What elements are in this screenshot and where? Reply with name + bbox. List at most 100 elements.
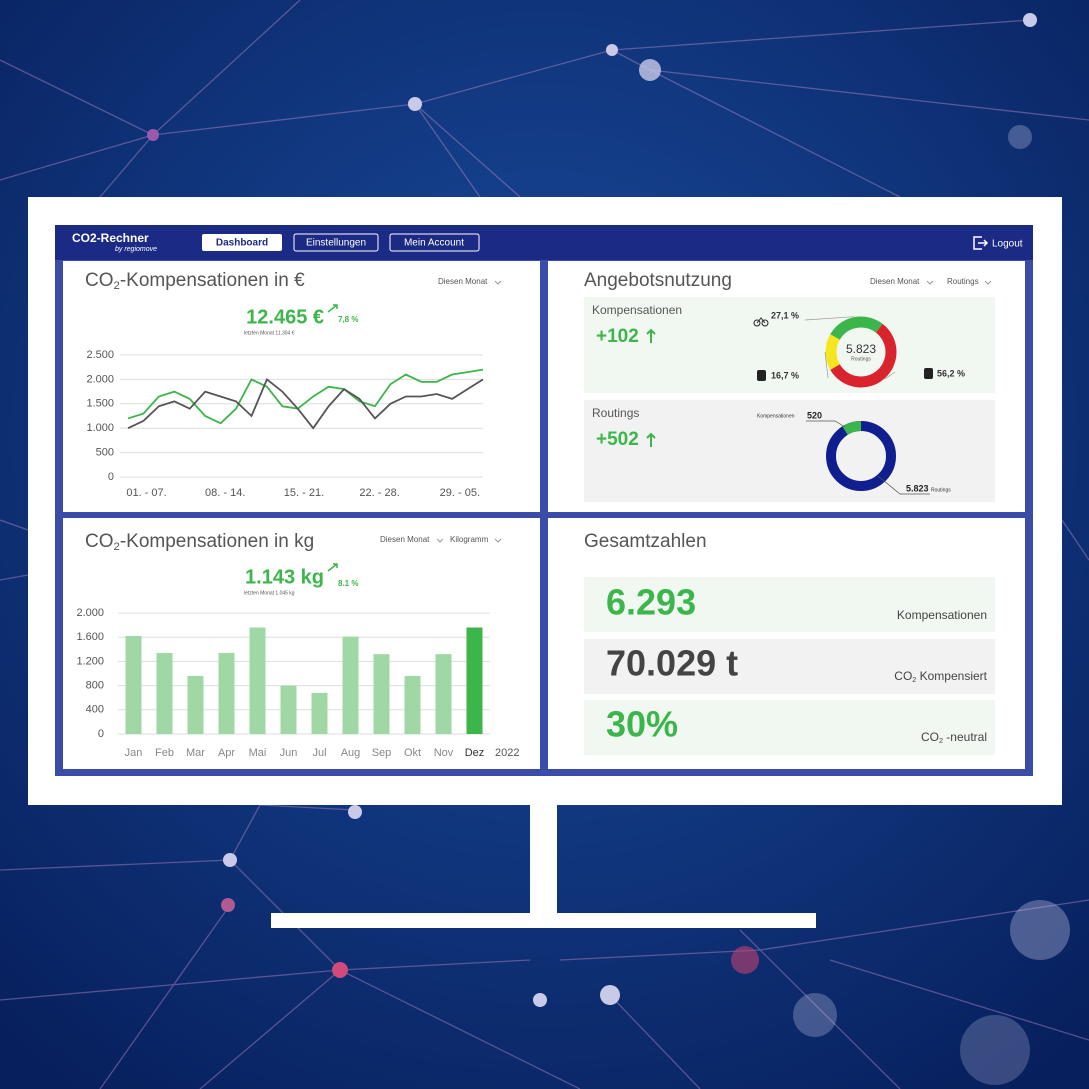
y-tick-label: 2.500 bbox=[86, 349, 114, 361]
nav-label[interactable]: Einstellungen bbox=[306, 238, 366, 249]
label: Routings bbox=[592, 406, 639, 420]
x-tick-label: 01. - 07. bbox=[126, 487, 166, 499]
x-tick-label: Dez bbox=[465, 747, 485, 759]
total-row bbox=[584, 700, 995, 755]
kpi-previous: letzten Monat 1.045 kg bbox=[244, 590, 295, 596]
y-tick-label: 0 bbox=[98, 728, 104, 740]
nav-button[interactable] bbox=[389, 233, 480, 252]
legend-label: Kompensationen bbox=[757, 413, 795, 419]
y-tick-label: 2.000 bbox=[76, 607, 104, 619]
line-series bbox=[127, 368, 484, 425]
donut-segment bbox=[830, 323, 897, 388]
panel-title-part: CO bbox=[85, 531, 114, 552]
dropdown: Diesen Monat bbox=[438, 277, 488, 286]
leader-line bbox=[884, 371, 896, 380]
y-tick-label: 800 bbox=[86, 680, 104, 692]
x-tick-label: Apr bbox=[218, 747, 235, 759]
bar bbox=[249, 627, 266, 734]
panel bbox=[63, 261, 540, 512]
y-tick-label: 1.000 bbox=[86, 422, 114, 434]
total-row bbox=[584, 577, 995, 632]
x-tick-label: Sep bbox=[372, 747, 392, 759]
total-label-part: Kompensiert bbox=[916, 669, 987, 683]
mode-icons bbox=[753, 317, 933, 381]
y-tick-label: 1.200 bbox=[76, 655, 104, 667]
total-label-part: -neutral bbox=[943, 730, 987, 744]
kpi-change: 8.1 % bbox=[338, 579, 358, 588]
total-value: 30% bbox=[606, 704, 678, 745]
panel-title: Angebotsnutzung bbox=[584, 270, 732, 291]
total-label: CO2 -neutral bbox=[921, 730, 987, 745]
kpi: 1.143 kg bbox=[245, 566, 324, 588]
line-series bbox=[127, 377, 484, 430]
x-tick-label: Mar bbox=[186, 747, 205, 759]
total-label-sub: 2 bbox=[912, 675, 916, 684]
panel-title-sub: 2 bbox=[114, 280, 120, 292]
bar bbox=[373, 654, 390, 734]
y-tick-label: 400 bbox=[86, 704, 104, 716]
bar bbox=[342, 636, 359, 734]
header-bar bbox=[55, 225, 1033, 260]
dropdown: Diesen Monat bbox=[380, 535, 430, 544]
legend-label: Routings bbox=[931, 487, 951, 493]
y-tick-label: 1.500 bbox=[86, 398, 114, 410]
label: CO2-Rechner bbox=[72, 231, 149, 245]
bar bbox=[156, 652, 173, 734]
bar bbox=[125, 635, 142, 734]
x-tick-label: 08. - 14. bbox=[205, 487, 245, 499]
total-row bbox=[584, 639, 995, 694]
value-label: 27,1 % bbox=[771, 310, 799, 320]
leader-line bbox=[806, 420, 846, 428]
value-label: 520 bbox=[807, 410, 822, 420]
kpi-change: 7,8 % bbox=[338, 315, 358, 324]
bar bbox=[218, 652, 235, 734]
label: Kompensationen bbox=[592, 303, 682, 317]
nav-button[interactable] bbox=[293, 233, 379, 252]
y-tick-label: 500 bbox=[96, 447, 114, 459]
x-tick-label: Jan bbox=[125, 747, 143, 759]
total-label-sub: 2 bbox=[939, 736, 943, 745]
panel-title-part: -Kompensationen in € bbox=[120, 270, 305, 291]
y-tick-label: 1.600 bbox=[76, 631, 104, 643]
x-tick-label: Aug bbox=[341, 747, 361, 759]
x-tick-label: Jun bbox=[280, 747, 298, 759]
bar bbox=[466, 627, 483, 734]
nav-label[interactable]: Dashboard bbox=[216, 238, 268, 249]
up-arrow bbox=[646, 328, 656, 447]
delta: +502 bbox=[596, 429, 639, 450]
y-tick-label: 2.000 bbox=[86, 373, 114, 385]
total-label-part: CO bbox=[894, 669, 912, 683]
x-tick-label: Feb bbox=[155, 747, 174, 759]
sub-panel bbox=[584, 400, 995, 502]
logout-icon[interactable] bbox=[973, 236, 989, 250]
panel-title-sub: 2 bbox=[114, 541, 120, 553]
x-tick-label: Nov bbox=[434, 747, 454, 759]
x-tick-label: Okt bbox=[404, 747, 421, 759]
donut-segment bbox=[842, 421, 862, 436]
donut-segment bbox=[830, 316, 883, 341]
donut-segment bbox=[825, 334, 840, 370]
panel-title: Gesamtzahlen bbox=[584, 531, 707, 552]
x-tick-label: 15. - 21. bbox=[284, 487, 324, 499]
panel-title-part: CO bbox=[85, 270, 114, 291]
delta: +102 bbox=[596, 326, 639, 347]
bar bbox=[435, 654, 452, 734]
kpi: 12.465 € bbox=[246, 306, 324, 328]
monitor-neck bbox=[530, 805, 557, 913]
x-tick-label: 22. - 28. bbox=[359, 487, 399, 499]
panel-title: CO2-Kompensationen in € bbox=[85, 270, 305, 292]
year: 2022 bbox=[495, 747, 519, 759]
nav-label[interactable]: Mein Account bbox=[404, 238, 464, 249]
monitor-base bbox=[271, 913, 816, 928]
x-tick-label: Jul bbox=[312, 747, 326, 759]
bar bbox=[311, 692, 328, 734]
dropdown-chevrons bbox=[436, 280, 992, 543]
nav-button[interactable] bbox=[202, 234, 282, 251]
total-label-part: CO bbox=[921, 730, 939, 744]
x-tick-label: Mai bbox=[249, 747, 267, 759]
value-label: 56,2 % bbox=[937, 368, 965, 378]
leader-line bbox=[824, 351, 829, 379]
logout-label: Logout bbox=[992, 239, 1023, 250]
leader-line bbox=[804, 316, 855, 321]
